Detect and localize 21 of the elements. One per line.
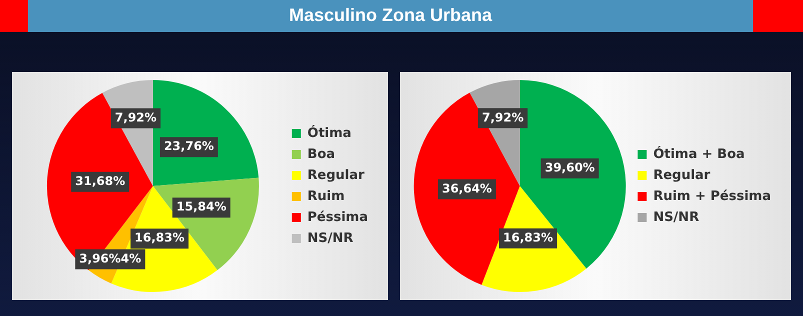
legend-label: NS/NR [307, 230, 354, 246]
legend-label: Ruim [307, 188, 345, 204]
legend-label: Regular [653, 168, 711, 183]
legend-label: Ruim + Péssima [653, 188, 772, 204]
legend-label: Regular [307, 168, 366, 183]
chart-title: Masculino Zona Urbana [28, 0, 753, 32]
data-label: 3,96%4% [79, 251, 142, 266]
data-label: 36,64% [442, 181, 492, 196]
data-label: 16,83% [134, 230, 185, 245]
legend-label: Boa [307, 146, 336, 162]
data-label: 7,92% [114, 110, 157, 124]
data-label: 15,84% [176, 200, 226, 214]
legend-label: Ótima [307, 124, 352, 141]
legend-label: Ótima + Boa [653, 144, 745, 162]
data-label: 23,76% [164, 139, 214, 154]
legend-label: Péssima [307, 210, 368, 225]
data-label: 31,68% [75, 174, 126, 188]
data-label: 7,92% [482, 110, 524, 124]
data-label: 16,83% [503, 230, 553, 244]
legend-label: NS/NR [653, 210, 700, 225]
data-label: 39,60% [544, 160, 595, 175]
